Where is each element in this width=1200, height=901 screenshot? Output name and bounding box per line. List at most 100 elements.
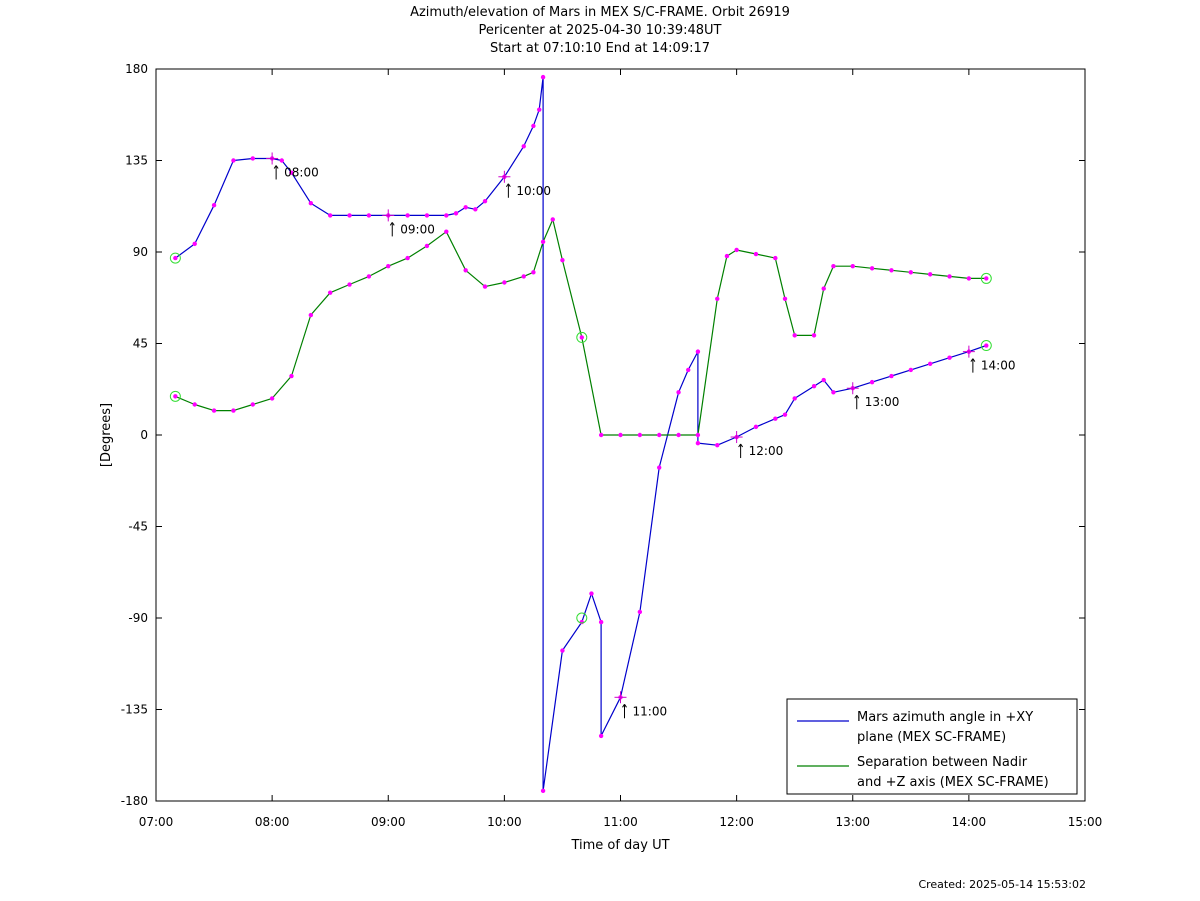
data-point	[537, 107, 542, 112]
data-point	[984, 276, 989, 281]
data-point	[521, 144, 526, 149]
hour-pointer	[854, 394, 858, 399]
data-point	[676, 432, 681, 438]
hour-pointer	[856, 394, 860, 399]
y-tick-label: 90	[133, 245, 148, 259]
x-axis-label: Time of day UT	[570, 838, 669, 853]
data-point	[734, 247, 739, 253]
x-tick-label: 15:00	[1068, 815, 1103, 829]
data-point	[782, 296, 788, 301]
data-point	[657, 465, 662, 470]
data-point	[831, 264, 836, 269]
data-point	[889, 268, 894, 273]
data-point	[540, 239, 546, 245]
data-point	[908, 367, 914, 373]
hour-annotation-label: 14:00	[981, 359, 1016, 373]
y-tick-label: -45	[128, 520, 148, 534]
data-point	[405, 213, 410, 218]
data-point	[231, 408, 236, 413]
legend-entry-1: Mars azimuth angle in +XY	[857, 710, 1033, 725]
data-point	[289, 170, 294, 175]
chart-title: Azimuth/elevation of Mars in MEX S/C-FRA…	[410, 5, 790, 20]
data-point	[695, 432, 701, 438]
data-point	[386, 264, 391, 269]
data-point	[211, 408, 217, 413]
endpoint-marker	[980, 340, 992, 352]
data-point	[715, 442, 720, 448]
data-point	[279, 158, 285, 163]
created-timestamp: Created: 2025-05-14 15:53:02	[918, 878, 1086, 891]
data-point	[811, 333, 817, 338]
data-point	[966, 276, 972, 281]
data-point	[676, 390, 681, 395]
data-point	[531, 123, 536, 129]
y-tick-label: 0	[140, 428, 148, 442]
data-point	[753, 424, 759, 430]
data-point	[598, 432, 604, 438]
data-point	[250, 402, 255, 407]
data-point	[598, 619, 604, 625]
chart-subtitle-start-end: Start at 07:10:10 End at 14:09:17	[489, 41, 711, 56]
x-tick-label: 09:00	[371, 815, 406, 829]
data-point	[540, 788, 546, 794]
data-point	[927, 361, 933, 367]
data-point	[773, 255, 778, 261]
data-point	[869, 266, 875, 271]
data-point	[453, 211, 459, 216]
data-point	[366, 213, 372, 218]
series-line-1	[175, 76, 987, 792]
hour-pointer	[738, 443, 742, 448]
data-point	[192, 402, 197, 407]
x-tick-label: 10:00	[487, 815, 522, 829]
data-point	[984, 343, 989, 348]
data-point	[444, 229, 449, 234]
data-point	[782, 412, 788, 417]
data-point	[173, 255, 178, 261]
data-point	[637, 432, 643, 438]
data-point	[724, 253, 730, 259]
hour-annotation-label: 11:00	[633, 704, 668, 718]
data-point	[308, 312, 314, 318]
data-point	[831, 390, 836, 395]
data-point	[473, 207, 478, 212]
data-point	[579, 619, 584, 625]
data-point	[405, 255, 410, 261]
data-point	[560, 257, 565, 263]
data-point	[618, 432, 623, 438]
hour-annotation-label: 10:00	[516, 184, 551, 198]
data-point	[947, 274, 952, 279]
data-point	[598, 733, 604, 739]
data-point	[821, 377, 826, 383]
data-point	[269, 396, 275, 401]
x-tick-label: 12:00	[719, 815, 754, 829]
hour-pointer	[389, 222, 393, 226]
hour-pointer	[972, 358, 976, 362]
data-point	[327, 290, 333, 295]
hour-pointer	[970, 358, 974, 362]
endpoint-marker	[576, 331, 588, 343]
hour-annotation-label: 13:00	[865, 395, 900, 409]
endpoint-marker	[980, 272, 992, 284]
x-tick-label: 07:00	[139, 815, 174, 829]
hour-pointer	[507, 183, 511, 188]
data-point	[589, 591, 594, 596]
legend-entry-1: plane (MEX SC-FRAME)	[857, 730, 1006, 745]
data-point	[773, 416, 778, 421]
data-point	[821, 286, 826, 291]
x-tick-label: 11:00	[603, 815, 638, 829]
legend-entry-2: and +Z axis (MEX SC-FRAME)	[857, 775, 1049, 790]
data-point	[637, 609, 643, 615]
y-tick-label: -180	[121, 794, 148, 808]
data-point	[211, 203, 217, 208]
hour-pointer	[740, 443, 744, 448]
y-tick-label: 135	[125, 154, 148, 168]
data-point	[695, 349, 701, 354]
data-point	[347, 213, 352, 218]
data-point	[327, 213, 333, 218]
data-point	[231, 158, 236, 163]
x-tick-label: 14:00	[952, 815, 987, 829]
data-point	[869, 379, 875, 385]
data-point	[686, 367, 691, 373]
data-point	[482, 284, 488, 289]
